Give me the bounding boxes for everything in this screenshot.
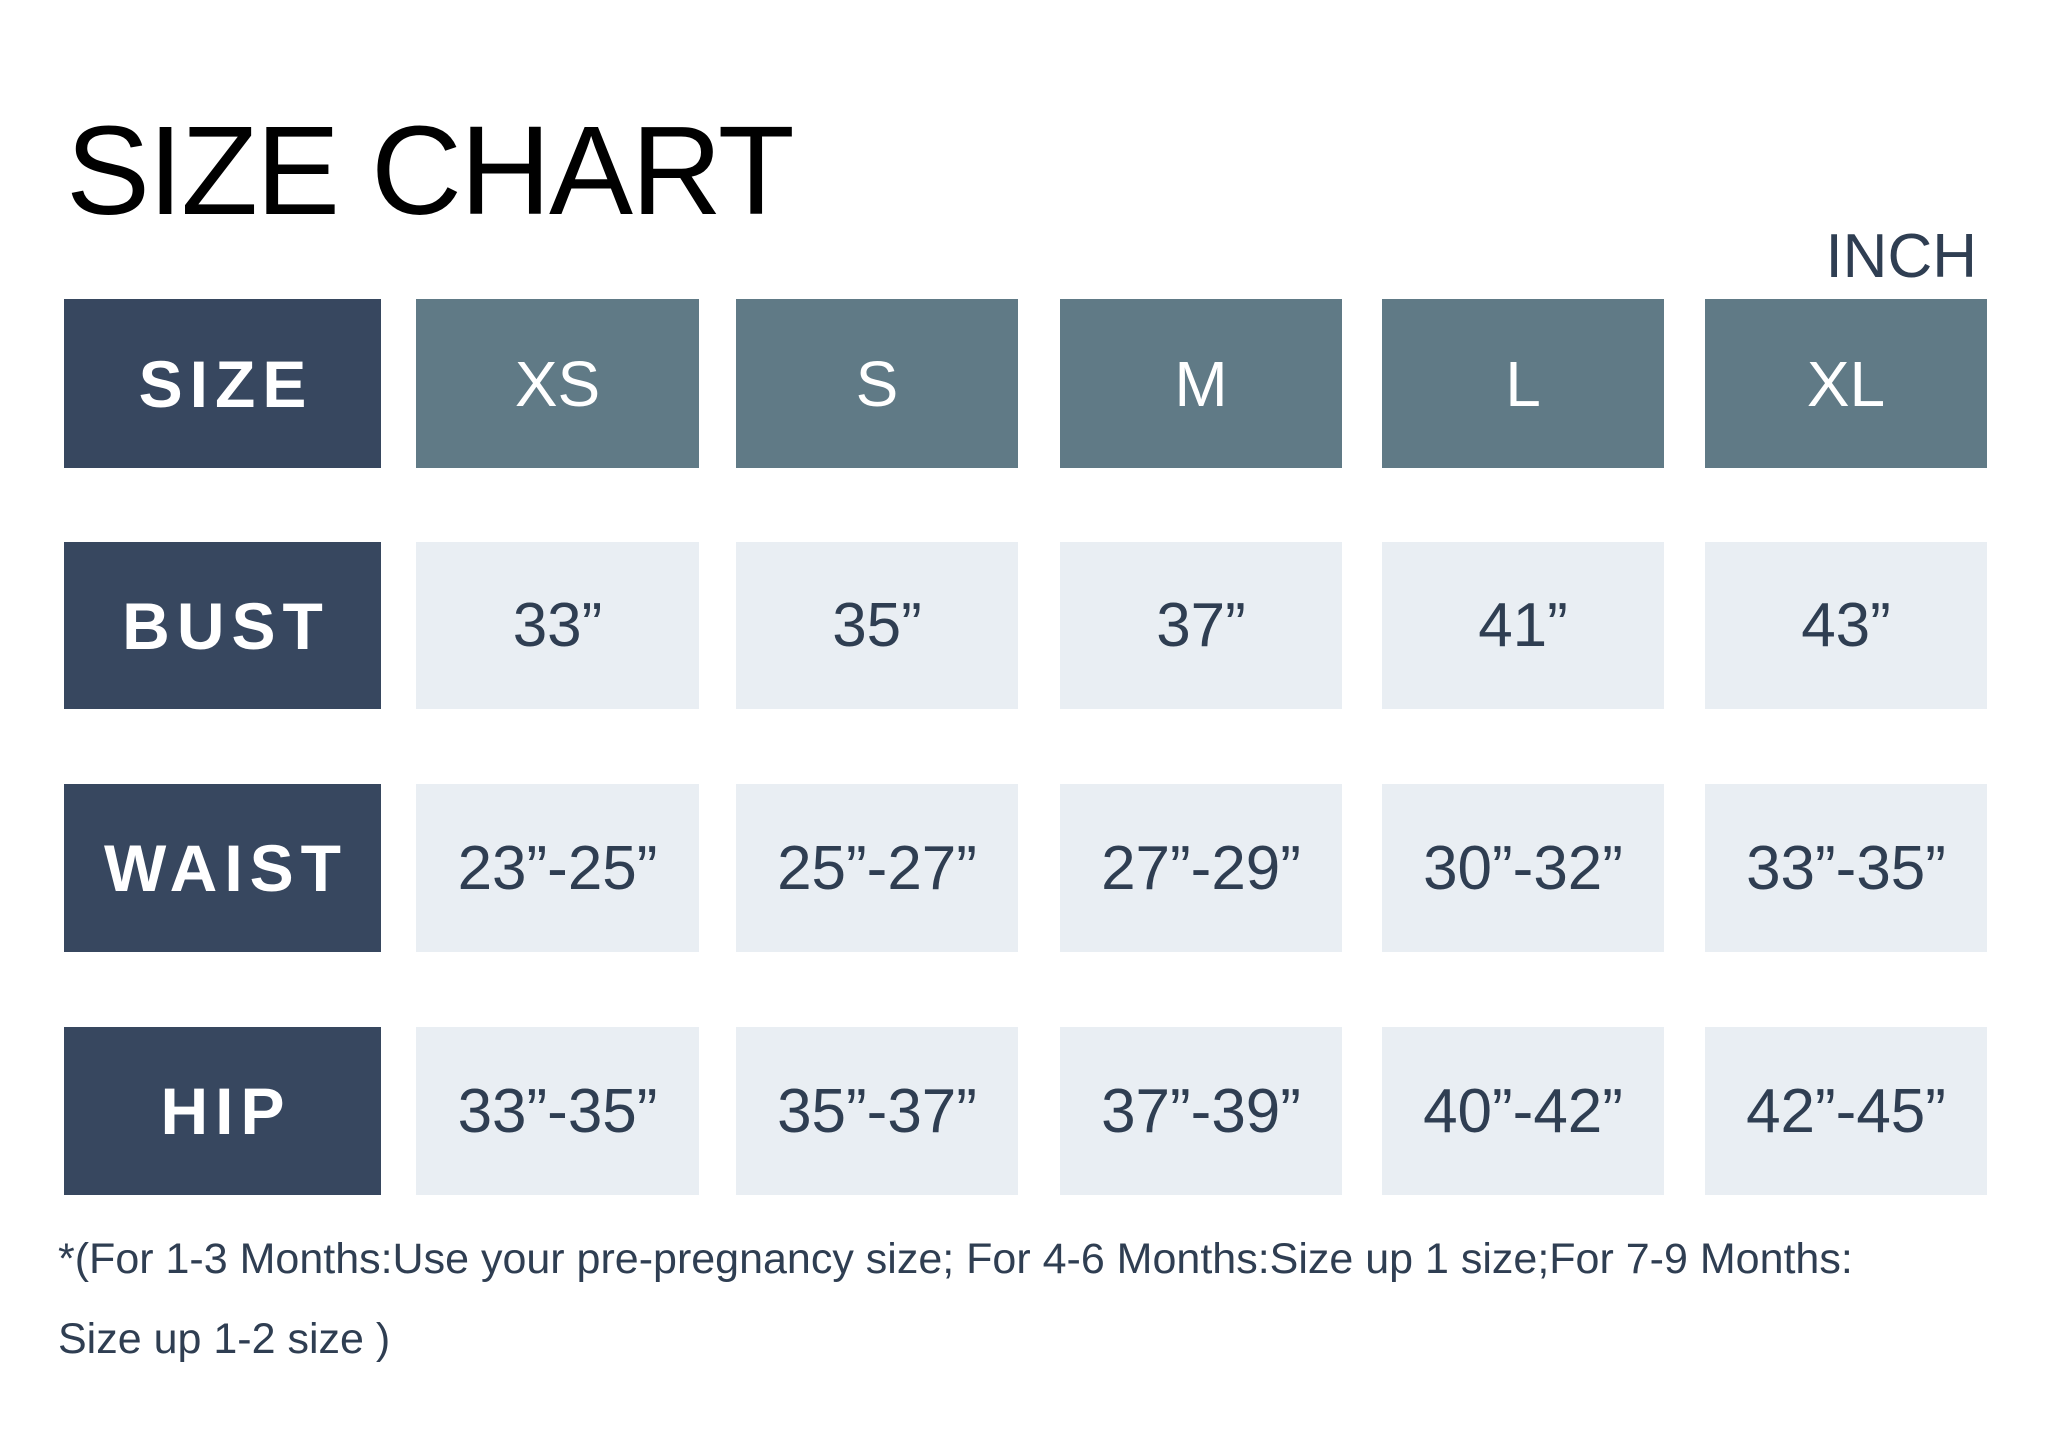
- cell-hip-xl: 42”-45”: [1705, 1027, 1987, 1195]
- cell-waist-l: 30”-32”: [1382, 784, 1664, 952]
- row-label-waist: WAIST: [64, 784, 381, 952]
- cell-hip-l: 40”-42”: [1382, 1027, 1664, 1195]
- footnote-line-1: *(For 1-3 Months:Use your pre-pregnancy …: [58, 1235, 1853, 1283]
- cell-bust-xl: 43”: [1705, 542, 1987, 709]
- cell-hip-m: 37”-39”: [1060, 1027, 1342, 1195]
- cell-hip-s: 35”-37”: [736, 1027, 1018, 1195]
- cell-waist-m: 27”-29”: [1060, 784, 1342, 952]
- cell-bust-s: 35”: [736, 542, 1018, 709]
- size-header-l: L: [1382, 299, 1664, 468]
- unit-label: INCH: [1825, 222, 1977, 291]
- size-header-xl: XL: [1705, 299, 1987, 468]
- cell-waist-s: 25”-27”: [736, 784, 1018, 952]
- row-label-hip: HIP: [64, 1027, 381, 1195]
- size-header-m: M: [1060, 299, 1342, 468]
- cell-bust-xs: 33”: [416, 542, 699, 709]
- header-label-size: SIZE: [64, 299, 381, 468]
- cell-waist-xl: 33”-35”: [1705, 784, 1987, 952]
- row-label-bust: BUST: [64, 542, 381, 709]
- page-title: SIZE CHART: [66, 100, 795, 241]
- size-header-s: S: [736, 299, 1018, 468]
- cell-waist-xs: 23”-25”: [416, 784, 699, 952]
- cell-bust-l: 41”: [1382, 542, 1664, 709]
- cell-hip-xs: 33”-35”: [416, 1027, 699, 1195]
- cell-bust-m: 37”: [1060, 542, 1342, 709]
- footnote-line-2: Size up 1-2 size ): [58, 1315, 391, 1363]
- size-header-xs: XS: [416, 299, 699, 468]
